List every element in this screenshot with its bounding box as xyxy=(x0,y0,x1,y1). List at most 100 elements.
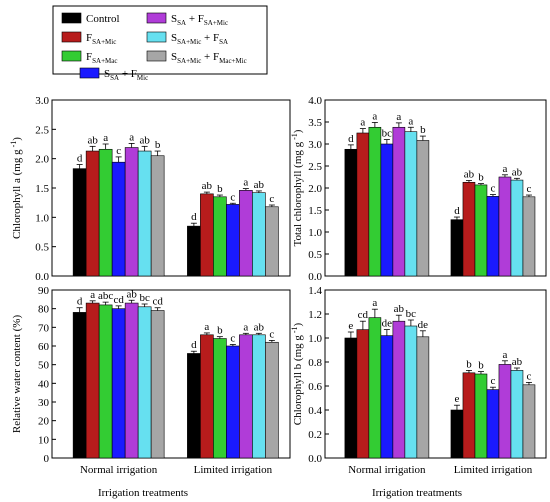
x-tick-label: Normal irrigation xyxy=(80,464,158,476)
y-axis-title: Relative water content (%) xyxy=(11,315,23,434)
y-tick-label: 1.0 xyxy=(308,227,322,239)
bar xyxy=(404,131,418,277)
significance-label: a xyxy=(129,131,134,143)
bar xyxy=(150,155,165,277)
bar xyxy=(368,317,382,459)
significance-label: b xyxy=(478,360,484,372)
legend-swatch xyxy=(79,67,100,79)
plot-frame xyxy=(324,289,547,459)
significance-label: ab xyxy=(139,134,150,146)
significance-label: c xyxy=(491,183,496,195)
bar xyxy=(416,336,430,459)
significance-label: a xyxy=(204,321,209,333)
significance-label: d xyxy=(191,339,197,351)
significance-label: ab xyxy=(126,288,137,300)
bar xyxy=(486,196,500,277)
bar xyxy=(137,306,152,459)
bar xyxy=(450,219,464,277)
y-tick-label: 4.0 xyxy=(308,95,322,107)
bar xyxy=(187,225,201,277)
significance-label: c xyxy=(527,183,532,195)
bar xyxy=(392,126,406,277)
significance-label: c xyxy=(269,193,274,205)
bar xyxy=(98,148,113,277)
significance-label: bc xyxy=(139,292,150,304)
bar xyxy=(510,370,524,459)
bar xyxy=(498,176,512,277)
bar xyxy=(522,384,536,459)
bar xyxy=(85,150,100,277)
y-tick-label: 50 xyxy=(38,360,50,372)
significance-label: b xyxy=(155,139,161,151)
bar xyxy=(356,329,370,459)
significance-label: de xyxy=(382,318,393,330)
bar xyxy=(226,345,240,459)
bar xyxy=(510,179,524,277)
bar xyxy=(522,196,536,277)
significance-label: d xyxy=(77,296,83,308)
x-tick-label: Normal irrigation xyxy=(348,464,426,476)
bar xyxy=(72,312,87,459)
bar xyxy=(462,372,476,459)
bar xyxy=(200,334,214,459)
y-axis-title: Chlorophyll a (mg g -1) xyxy=(9,137,23,239)
bar xyxy=(474,373,488,459)
legend-swatch xyxy=(61,31,82,43)
significance-label: a xyxy=(503,349,508,361)
chart-panel-3: 0.0 0.2 0.4 0.6 0.8 1.0 1.2 1.4 Chlorophyll b (m… xyxy=(290,285,547,476)
significance-label: c xyxy=(230,191,235,203)
legend-label: SSA + FMic xyxy=(104,68,148,82)
y-tick-label: 2.5 xyxy=(308,161,322,173)
significance-label: bc xyxy=(382,128,393,140)
legend-label: FSA+Mic xyxy=(86,32,116,46)
bar xyxy=(392,320,406,459)
significance-label: a xyxy=(243,177,248,189)
significance-label: a xyxy=(360,117,365,129)
significance-label: b xyxy=(420,124,426,136)
bar xyxy=(380,335,394,459)
significance-label: b xyxy=(217,183,223,195)
y-tick-label: 90 xyxy=(38,285,50,297)
y-tick-label: 1.0 xyxy=(308,333,322,345)
y-tick-label: 0.6 xyxy=(308,381,322,393)
bar xyxy=(124,147,139,277)
bar xyxy=(239,334,253,459)
legend-swatch xyxy=(146,50,167,62)
significance-label: c xyxy=(269,328,274,340)
significance-label: ab xyxy=(87,134,98,146)
bar xyxy=(265,206,279,277)
bar xyxy=(344,148,358,277)
y-axis-title: Total chlorophyll (mg g -1) xyxy=(290,129,304,246)
bar xyxy=(368,126,382,277)
bar xyxy=(85,302,100,459)
bar xyxy=(226,204,240,277)
bar xyxy=(380,143,394,277)
significance-label: b xyxy=(217,325,223,337)
significance-label: c xyxy=(230,333,235,345)
plot-frame xyxy=(51,289,291,459)
y-tick-label: 2.0 xyxy=(308,183,322,195)
legend-swatch xyxy=(61,50,82,62)
legend-label: SSA + FSA+Mic xyxy=(171,13,228,27)
significance-label: a xyxy=(90,289,95,301)
y-tick-label: 0.4 xyxy=(308,405,322,417)
significance-label: a xyxy=(372,297,377,309)
significance-label: abc xyxy=(98,290,113,302)
x-tick-label: Limited irrigation xyxy=(454,464,533,476)
significance-label: a xyxy=(372,110,377,122)
significance-label: bc xyxy=(406,308,417,320)
significance-label: ab xyxy=(202,180,213,192)
significance-label: e xyxy=(348,320,353,332)
significance-label: ab xyxy=(254,321,265,333)
y-tick-label: 80 xyxy=(38,304,50,316)
bar xyxy=(344,337,358,459)
bar xyxy=(124,302,139,459)
legend-label: SSA+Mic + FSA xyxy=(171,32,228,46)
chart-panel-0: 0.0 0.5 1.0 1.5 2.0 2.5 3.0 Chlorophyll a (mg g… xyxy=(9,95,291,283)
legend-swatch xyxy=(146,31,167,43)
y-tick-label: 20 xyxy=(38,416,50,428)
significance-label: cd xyxy=(113,294,124,306)
significance-label: c xyxy=(116,145,121,157)
bar xyxy=(416,140,430,277)
x-axis-title-right: Irrigation treatments xyxy=(372,487,462,499)
